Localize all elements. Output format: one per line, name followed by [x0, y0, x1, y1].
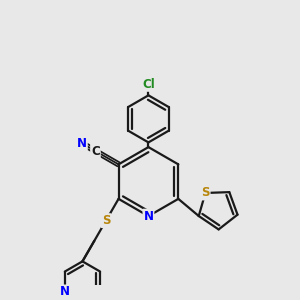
Text: S: S [102, 214, 110, 227]
Text: Cl: Cl [142, 78, 155, 91]
Text: S: S [201, 187, 210, 200]
Text: N: N [77, 137, 87, 150]
Text: N: N [60, 286, 70, 298]
Text: N: N [143, 210, 153, 223]
Text: C: C [91, 145, 100, 158]
